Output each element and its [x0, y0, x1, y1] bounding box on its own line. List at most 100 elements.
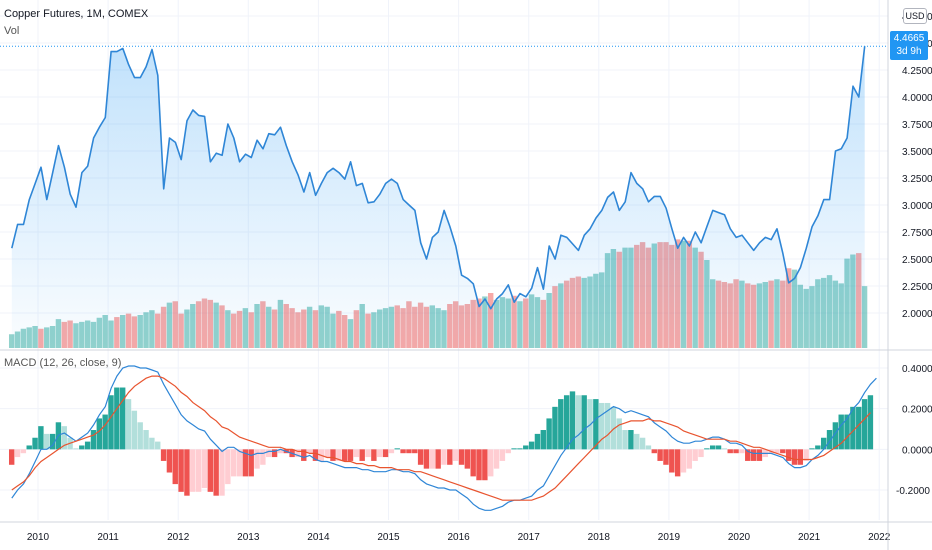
- macd-histogram-bar: [137, 422, 143, 450]
- macd-histogram-bar: [184, 449, 190, 496]
- macd-histogram-bar: [260, 449, 266, 465]
- price-tick-label: 2.0000: [902, 309, 932, 320]
- macd-histogram-bar: [517, 448, 523, 450]
- macd-histogram-bar: [266, 449, 272, 458]
- macd-histogram-bar: [523, 445, 529, 450]
- signal-line: [11, 375, 871, 501]
- x-tick-label: 2012: [167, 532, 190, 543]
- macd-histogram-bar: [14, 449, 21, 458]
- macd-histogram-bar: [604, 402, 611, 450]
- macd-histogram-bar: [756, 449, 763, 461]
- macd-histogram-bar: [569, 391, 576, 450]
- price-tick-label: 3.0000: [902, 201, 932, 212]
- macd-histogram-bar: [172, 449, 178, 485]
- price-tick-label: 4.0000: [902, 93, 932, 104]
- macd-histogram-bar: [458, 449, 465, 465]
- x-tick-label: 2017: [518, 532, 541, 543]
- currency-badge[interactable]: USD: [903, 8, 927, 24]
- macd-histogram-bar: [447, 449, 453, 465]
- macd-histogram-bar: [242, 449, 249, 477]
- macd-histogram-bar: [306, 449, 313, 454]
- macd-histogram-bar: [254, 449, 260, 469]
- x-tick-label: 2011: [97, 532, 119, 543]
- macd-histogram-bar: [230, 449, 237, 477]
- last-price-value: 4.4665: [893, 33, 925, 44]
- macd-histogram-bar: [377, 449, 383, 458]
- macd-tick-label: -0.2000: [896, 486, 930, 497]
- macd-histogram-bar: [406, 449, 412, 454]
- x-tick-label: 2015: [377, 532, 400, 543]
- x-tick-label: 2010: [27, 532, 50, 543]
- macd-histogram-bar: [452, 449, 459, 461]
- macd-histogram-bar: [155, 441, 161, 450]
- macd-histogram-bar: [528, 441, 535, 450]
- macd-histogram-bar: [131, 410, 138, 450]
- macd-histogram-bar: [669, 449, 675, 473]
- macd-histogram-bar: [867, 395, 874, 450]
- macd-histogram-bar: [125, 399, 132, 450]
- macd-histogram-bar: [90, 430, 97, 450]
- price-line: [11, 46, 866, 310]
- macd-histogram-bar: [499, 449, 506, 461]
- macd-histogram-bar: [190, 449, 196, 492]
- macd-histogram-bar: [815, 445, 821, 450]
- macd-histogram-bar: [359, 449, 365, 461]
- macd-histogram-bar: [832, 422, 839, 450]
- macd-histogram-bar: [558, 399, 564, 450]
- macd-histogram-bar: [493, 449, 500, 469]
- macd-histogram-bar: [464, 449, 471, 469]
- macd-histogram-bar: [803, 449, 809, 461]
- macd-histogram-bar: [312, 449, 319, 461]
- macd-histogram-bar: [365, 449, 371, 458]
- macd-histogram-bar: [593, 399, 599, 450]
- macd-tick-label: 0.4000: [902, 364, 932, 375]
- macd-histogram-bar: [838, 414, 844, 450]
- macd-histogram-bar: [534, 433, 541, 450]
- macd-histogram-bar: [96, 418, 103, 450]
- x-tick-label: 2018: [588, 532, 611, 543]
- macd-histogram-bar: [721, 448, 728, 450]
- macd-histogram-bar: [213, 449, 219, 496]
- macd-histogram-bar: [704, 448, 710, 450]
- price-tick-label: 3.5000: [902, 147, 932, 158]
- macd-histogram-bar: [178, 449, 184, 492]
- macd-histogram-bar: [412, 449, 418, 454]
- macd-histogram-bar: [657, 449, 663, 461]
- price-tick-label: 2.5000: [902, 255, 932, 266]
- macd-histogram-bar: [20, 449, 27, 454]
- x-tick-label: 2019: [658, 532, 681, 543]
- macd-histogram-bar: [645, 445, 652, 450]
- chart-title: Copper Futures, 1M, COMEX: [4, 8, 149, 20]
- macd-histogram-bar: [692, 449, 698, 461]
- macd-histogram-bar: [114, 387, 120, 450]
- macd-histogram-bar: [622, 430, 628, 450]
- price-area: [11, 46, 865, 348]
- macd-histogram-bar: [61, 426, 67, 450]
- macd-tick-label: 0.2000: [902, 405, 932, 416]
- macd-tick-label: 0.0000: [902, 445, 932, 456]
- macd-histogram-bar: [441, 449, 447, 465]
- macd-histogram-bar: [423, 449, 430, 469]
- macd-histogram-bar: [861, 399, 868, 450]
- macd-histogram-bar: [511, 448, 517, 450]
- price-tick-label: 4.2500: [902, 66, 932, 77]
- macd-histogram-bar: [341, 449, 348, 461]
- macd-histogram-bar: [143, 430, 149, 450]
- macd-histogram-bar: [336, 449, 342, 461]
- price-tick-label: 3.2500: [902, 174, 932, 185]
- macd-histogram-bar: [394, 448, 400, 450]
- macd-histogram-bar: [791, 449, 798, 465]
- macd-histogram-bar: [774, 449, 780, 454]
- macd-histogram-bar: [382, 449, 389, 458]
- macd-histogram-bar: [32, 437, 38, 450]
- macd-histogram-bar: [733, 449, 739, 454]
- macd-histogram-bar: [750, 449, 757, 461]
- macd-histogram-bar: [546, 418, 552, 450]
- macd-histogram-bar: [826, 430, 833, 450]
- x-tick-label: 2022: [868, 532, 891, 543]
- macd-histogram-bar: [698, 449, 704, 458]
- volume-bar: [8, 334, 15, 348]
- macd-histogram-bar: [201, 449, 208, 488]
- macd-histogram-bar: [149, 437, 155, 450]
